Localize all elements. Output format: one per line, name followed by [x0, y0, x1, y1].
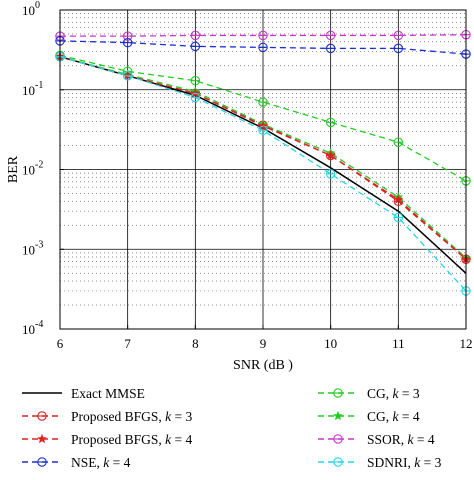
series-6 — [55, 36, 471, 59]
legend-label: SDNRI, k = 3 — [367, 455, 442, 470]
legend-label: SSOR, k = 4 — [367, 432, 435, 447]
x-tick-label: 10 — [324, 336, 337, 351]
y-tick-label: 10-4 — [22, 319, 43, 337]
y-axis-label: BER — [6, 155, 21, 183]
legend: Exact MMSE Proposed BFGS, k = 3 Proposed B… — [22, 386, 442, 470]
x-tick-label: 12 — [460, 336, 473, 351]
axis-ticks: 6 7 8 9 10 11 12 100 10-1 10-2 10-3 10-4 — [22, 0, 473, 351]
legend-item: SDNRI, k = 3 — [318, 455, 442, 470]
x-tick-label: 6 — [57, 336, 64, 351]
legend-item: Exact MMSE — [22, 386, 145, 401]
legend-item: CG, k = 4 — [318, 409, 420, 424]
y-tick-label: 10-2 — [22, 160, 43, 178]
legend-item: CG, k = 3 — [318, 386, 420, 401]
legend-label: CG, k = 4 — [367, 409, 420, 424]
x-tick-label: 9 — [260, 336, 267, 351]
x-tick-label: 11 — [392, 336, 405, 351]
legend-item: Proposed BFGS, k = 3 — [22, 409, 193, 424]
y-tick-label: 100 — [22, 0, 40, 18]
legend-item: NSE, k = 4 — [22, 455, 131, 470]
legend-marker — [332, 410, 344, 421]
series-lines — [54, 29, 472, 296]
y-tick-label: 10-3 — [22, 239, 43, 257]
x-axis-label: SNR (dB ) — [233, 358, 293, 373]
legend-label: Proposed BFGS, k = 4 — [71, 432, 193, 447]
legend-label: Proposed BFGS, k = 3 — [71, 409, 193, 424]
x-tick-label: 7 — [124, 336, 131, 351]
legend-label: NSE, k = 4 — [71, 455, 131, 470]
legend-label: Exact MMSE — [71, 386, 145, 401]
x-tick-label: 8 — [192, 336, 199, 351]
data-point — [393, 194, 404, 204]
legend-item: SSOR, k = 4 — [318, 432, 435, 447]
data-point — [325, 150, 336, 160]
y-tick-label: 10-1 — [22, 80, 43, 98]
legend-label: CG, k = 3 — [367, 386, 420, 401]
legend-item: Proposed BFGS, k = 4 — [22, 432, 193, 447]
grid — [60, 10, 466, 329]
legend-marker — [36, 433, 48, 444]
